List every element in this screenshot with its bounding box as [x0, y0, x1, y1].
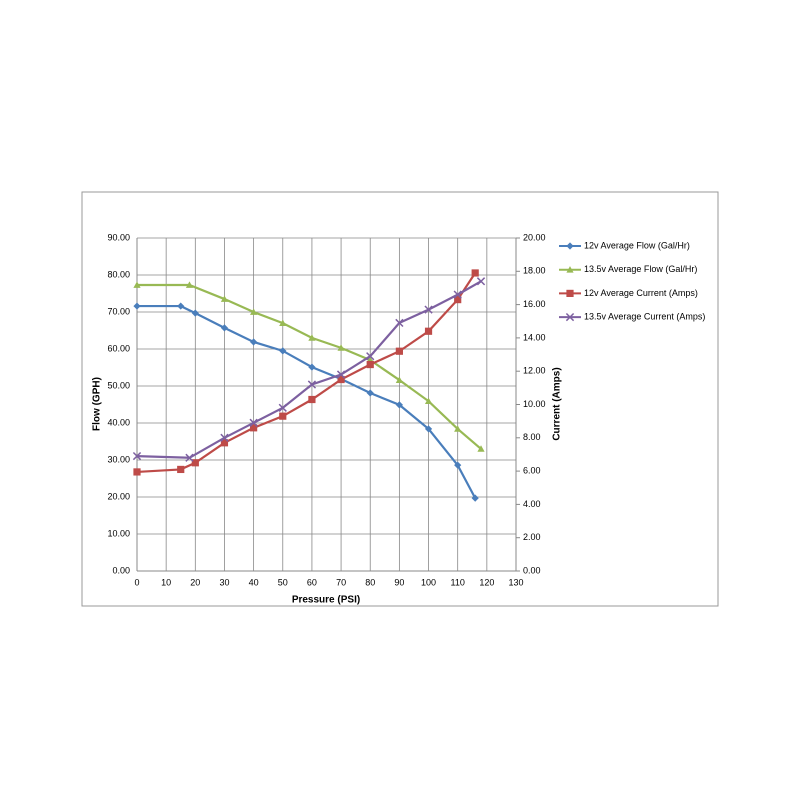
y-tick-label: 80.00	[107, 269, 130, 279]
marker	[337, 375, 345, 384]
marker	[177, 302, 185, 310]
y-tick-label: 0.00	[112, 565, 130, 575]
marker	[220, 324, 229, 332]
legend-marker	[566, 242, 574, 250]
marker	[476, 277, 486, 286]
legend-marker	[565, 312, 575, 322]
marker	[133, 281, 141, 288]
x-tick-label: 80	[365, 577, 375, 587]
y-axis-title: Flow (GPH)	[92, 377, 103, 431]
marker	[308, 334, 316, 341]
marker	[395, 376, 403, 383]
legend-label: 13.5v Average Current (Amps)	[584, 311, 705, 321]
marker	[308, 363, 316, 371]
marker	[424, 305, 433, 314]
marker	[395, 347, 403, 355]
marker	[424, 327, 433, 335]
marker	[395, 318, 404, 328]
marker	[337, 344, 345, 351]
marker	[453, 290, 462, 299]
x-tick-label: 130	[508, 577, 523, 587]
x-tick-label: 10	[161, 577, 171, 587]
marker	[250, 424, 258, 432]
x-tick-label: 100	[421, 577, 436, 587]
x-tick-label: 50	[278, 577, 288, 587]
legend-label: 13.5v Average Flow (Gal/Hr)	[584, 264, 697, 274]
marker	[395, 401, 403, 409]
x-tick-label: 90	[394, 577, 404, 587]
marker	[366, 389, 374, 397]
y2-tick-label: 20.00	[523, 232, 546, 242]
marker	[249, 418, 258, 427]
legend-marker	[566, 289, 574, 297]
y2-tick-label: 8.00	[523, 432, 541, 442]
marker	[471, 269, 479, 277]
marker	[220, 439, 229, 447]
y2-tick-label: 6.00	[523, 465, 541, 475]
x-tick-label: 0	[134, 577, 139, 587]
marker	[220, 295, 229, 302]
marker	[279, 347, 287, 355]
marker	[424, 397, 433, 405]
y-tick-label: 30.00	[107, 454, 130, 464]
y-tick-label: 50.00	[107, 380, 130, 390]
legend-marker	[566, 266, 574, 273]
x-axis-title: Pressure (PSI)	[292, 595, 360, 606]
y2-tick-label: 0.00	[523, 565, 541, 575]
x-tick-label: 60	[307, 577, 317, 587]
y2-tick-label: 2.00	[523, 532, 541, 542]
x-tick-label: 30	[219, 577, 229, 587]
marker	[250, 308, 258, 315]
marker	[185, 281, 194, 288]
y-tick-label: 40.00	[107, 417, 130, 427]
marker	[191, 459, 199, 467]
legend-label: 12v Average Flow (Gal/Hr)	[584, 240, 690, 250]
marker	[308, 395, 316, 404]
marker	[278, 403, 287, 412]
marker	[185, 453, 194, 462]
marker	[220, 433, 229, 442]
x-tick-label: 70	[336, 577, 346, 587]
marker	[366, 352, 375, 361]
marker	[307, 380, 317, 389]
marker	[279, 412, 287, 420]
y-tick-label: 20.00	[107, 491, 130, 501]
y2-tick-label: 10.00	[523, 399, 546, 409]
y2-tick-label: 18.00	[523, 266, 546, 276]
marker	[454, 296, 462, 304]
series-line	[136, 280, 482, 459]
marker	[279, 319, 287, 326]
marker	[336, 370, 346, 379]
marker	[477, 445, 485, 452]
series-line	[137, 283, 482, 450]
y2-tick-label: 4.00	[523, 499, 541, 509]
marker	[454, 461, 462, 469]
y-tick-label: 60.00	[107, 343, 130, 353]
x-tick-label: 40	[249, 577, 259, 587]
marker	[191, 309, 199, 317]
y2-tick-label: 12.00	[523, 366, 546, 376]
y-tick-label: 90.00	[107, 232, 130, 242]
x-tick-label: 110	[451, 577, 465, 587]
marker	[133, 468, 141, 476]
chart-frame	[81, 191, 719, 607]
marker	[250, 338, 258, 346]
marker	[366, 360, 374, 369]
marker	[471, 494, 479, 502]
y2-tick-label: 14.00	[523, 332, 546, 342]
x-tick-label: 120	[479, 577, 494, 587]
marker	[177, 465, 185, 474]
marker	[424, 425, 433, 433]
marker	[133, 302, 141, 310]
legend-label: 12v Average Current (Amps)	[584, 288, 698, 298]
y2-tick-label: 16.00	[523, 299, 546, 309]
y-tick-label: 10.00	[107, 528, 130, 538]
marker	[454, 425, 462, 432]
x-tick-label: 20	[190, 577, 200, 587]
y2-axis-title: Current (Amps)	[552, 367, 563, 440]
y-tick-label: 70.00	[107, 306, 130, 316]
marker	[132, 451, 142, 461]
